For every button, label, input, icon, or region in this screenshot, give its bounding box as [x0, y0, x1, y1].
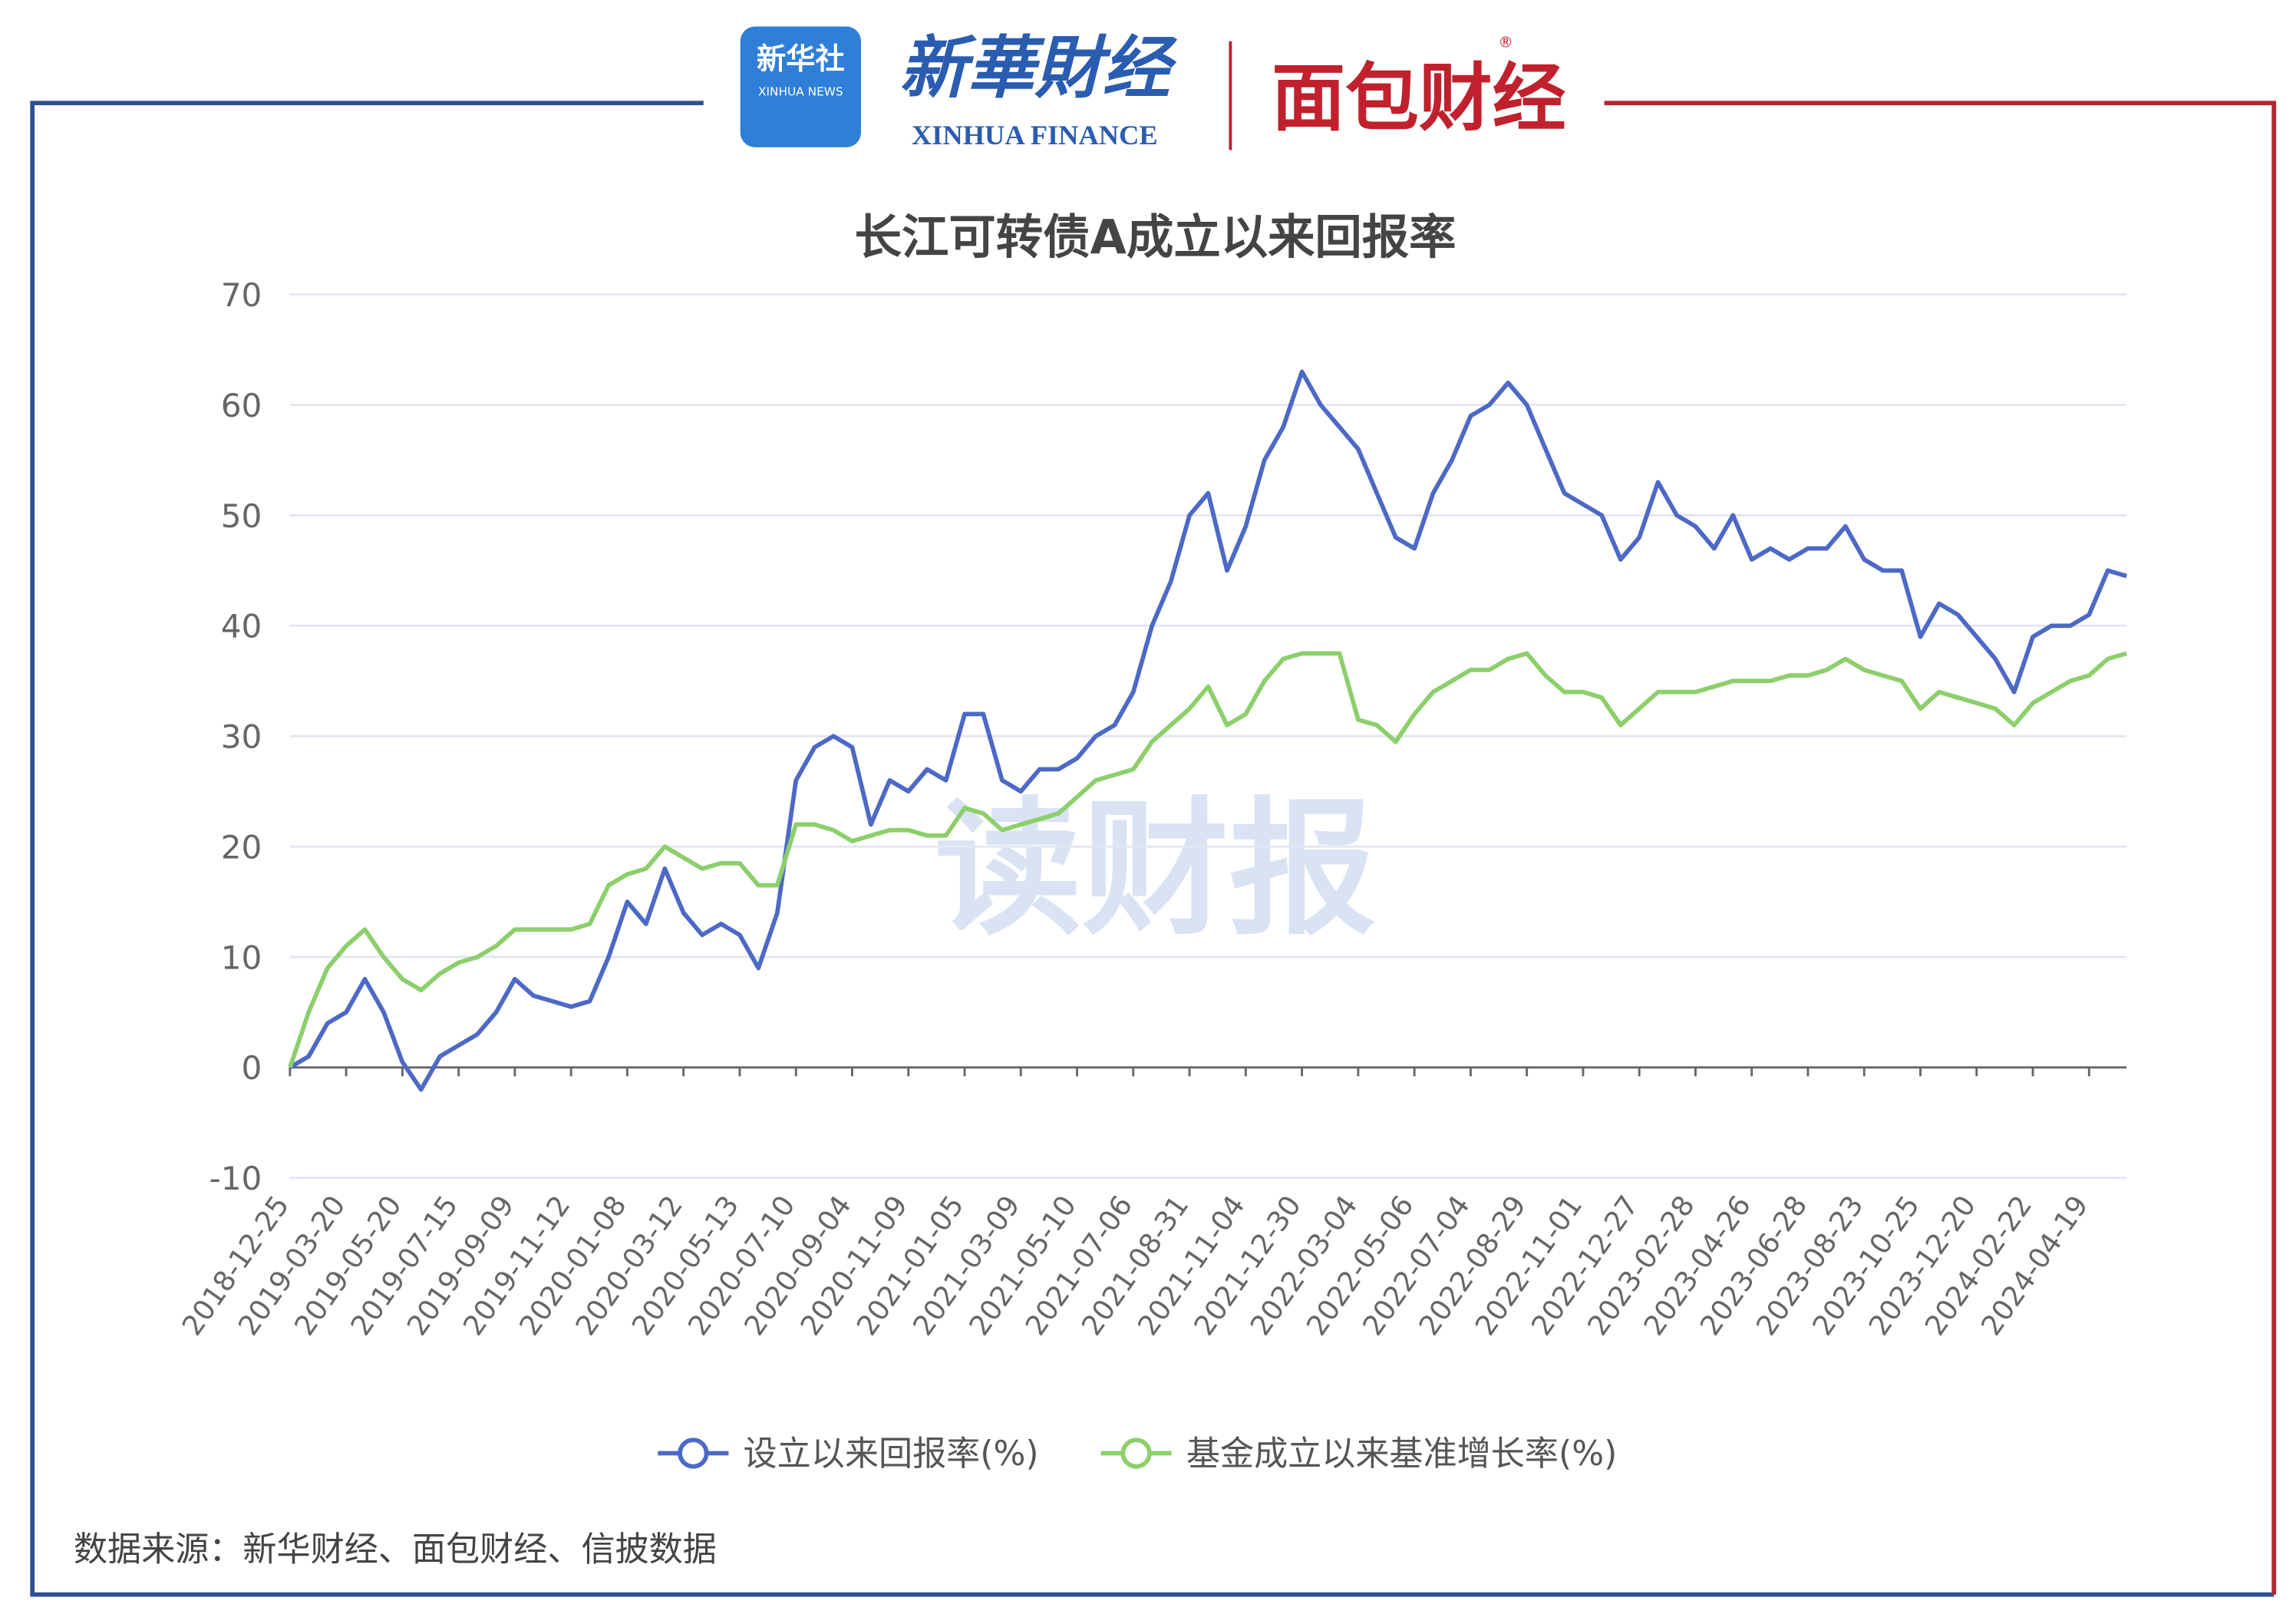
y-tick-label: 70 [221, 276, 262, 314]
legend: 设立以来回报率(%) 基金成立以来基准增长率(%) [658, 1434, 1617, 1474]
logo2-cn: 新華財经 [899, 28, 1178, 107]
frame [30, 101, 2277, 1597]
logo2-en: XINHUA FINANCE [912, 120, 1158, 150]
series-line [288, 651, 2128, 1068]
legend-label: 设立以来回报率(%) [744, 1434, 1039, 1474]
logo3-mark: ® [1498, 33, 1513, 51]
source: 数据来源：新华财经、面包财经、信披数据 [74, 1530, 717, 1570]
y-tick-label: 10 [221, 939, 262, 976]
y-tick-label: 20 [221, 828, 262, 866]
y-tick-label: 30 [221, 718, 262, 756]
logo1-box [740, 26, 861, 147]
legend-marker [1120, 1438, 1152, 1469]
chart-title: 长江可转债A成立以来回报率 [855, 210, 1456, 265]
y-tick-label: 50 [221, 497, 262, 535]
legend-marker [678, 1438, 709, 1469]
series-line [289, 369, 2128, 1092]
legend-label: 基金成立以来基准增长率(%) [1186, 1434, 1617, 1474]
plot: -100102030405060702018-12-252019-03-2020… [176, 276, 2128, 1342]
y-tick-label: 60 [221, 387, 262, 424]
y-tick-label: 0 [242, 1049, 262, 1087]
logo3: 面包财经 [1272, 55, 1566, 141]
frame-red [1604, 101, 2277, 1595]
logo1-en: XINHUA NEWS [758, 85, 843, 99]
frame-blue [30, 101, 2275, 1597]
y-tick-label: -10 [209, 1160, 262, 1197]
logo1-cn: 新华社 [757, 42, 845, 77]
watermark: 读财报 [935, 784, 1376, 956]
header: 新华社 XINHUA NEWS 新華財经 XINHUA FINANCE 面包财经… [740, 26, 1566, 150]
y-tick-label: 40 [221, 608, 262, 645]
